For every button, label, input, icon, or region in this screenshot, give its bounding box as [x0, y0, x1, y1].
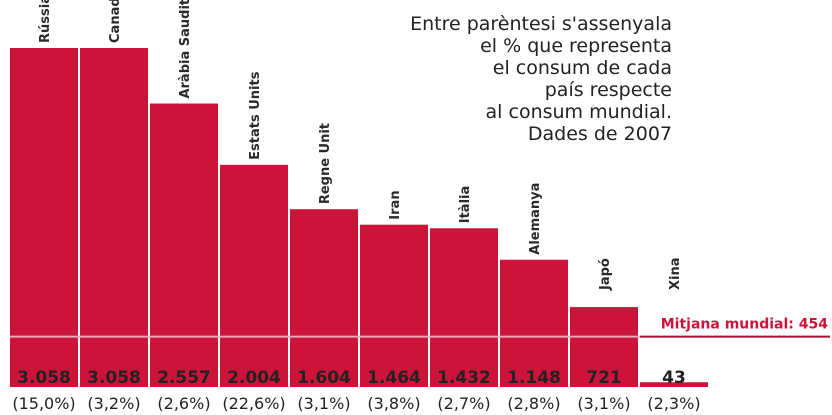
value-label: 3.058: [87, 368, 141, 388]
note-line: Entre parèntesi s'assenyala: [410, 13, 672, 35]
value-label: 2.557: [157, 368, 211, 388]
note-line: país respecte: [545, 79, 672, 101]
bar-label: Alemanya: [528, 183, 543, 255]
bar-label: Xina: [668, 257, 683, 290]
value-label: 3.058: [17, 368, 71, 388]
value-label: 1.148: [507, 368, 561, 388]
share-label: (3,8%): [367, 394, 420, 413]
bar-label: Regne Unit: [318, 123, 333, 204]
bar-label: Rússia: [38, 0, 53, 43]
value-label: 1.464: [367, 368, 421, 388]
bar-label: Aràbia Saudita: [178, 0, 193, 99]
share-label: (2,6%): [157, 394, 210, 413]
bar: [80, 48, 148, 387]
bar-label: Iran: [388, 190, 403, 219]
share-label: (2,8%): [507, 394, 560, 413]
bar-label: Canadà: [108, 0, 123, 43]
average-label: Mitjana mundial: 454: [661, 317, 829, 333]
bar: [500, 259, 568, 387]
share-label: (2,3%): [647, 394, 700, 413]
value-label: 1.432: [437, 368, 491, 388]
share-label: (3,1%): [297, 394, 350, 413]
bar: [360, 224, 428, 387]
value-label: 43: [662, 368, 686, 388]
note-line: Dades de 2007: [528, 123, 672, 145]
bar: [290, 209, 358, 387]
share-label: (3,1%): [577, 394, 630, 413]
bar-label: Itàlia: [458, 186, 473, 224]
note-line: el consum de cada: [493, 57, 672, 79]
bar: [430, 228, 498, 387]
note-line: al consum mundial.: [486, 101, 672, 123]
bar-label: Japó: [598, 258, 613, 291]
share-label: (2,7%): [437, 394, 490, 413]
bar: [220, 164, 288, 387]
bar: [640, 382, 708, 387]
bar: [150, 103, 218, 387]
bar: [10, 48, 78, 387]
value-label: 721: [586, 368, 622, 388]
share-label: (22,6%): [222, 394, 285, 413]
bar: [570, 307, 638, 387]
share-label: (15,0%): [12, 394, 75, 413]
bar-label: Estats Units: [248, 71, 263, 160]
note-line: el % que representa: [480, 35, 672, 57]
share-label: (3,2%): [87, 394, 140, 413]
value-label: 1.604: [297, 368, 351, 388]
value-label: 2.004: [227, 368, 281, 388]
